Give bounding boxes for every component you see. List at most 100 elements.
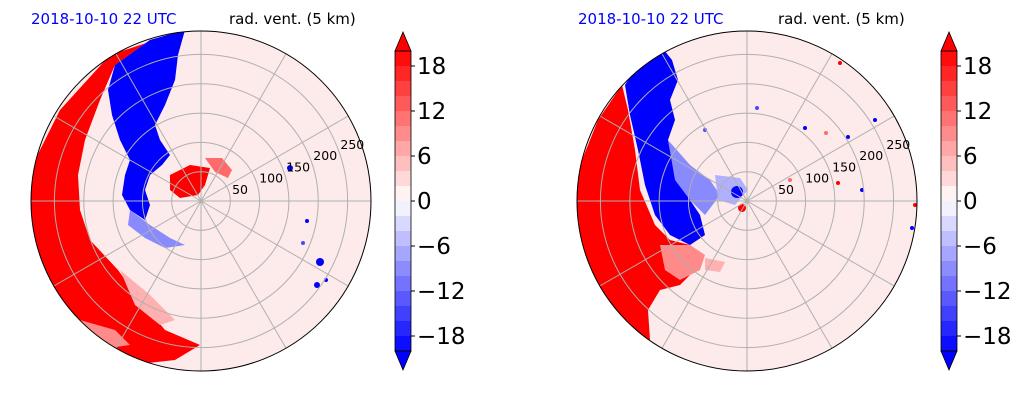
plot-title-variable: rad. vent. (5 km) — [778, 10, 905, 28]
colorbar-tick-label: 18 — [417, 54, 446, 80]
negative-velocity-region — [108, 31, 185, 220]
colorbar-segment — [941, 201, 957, 217]
colorbar-tick-label: 6 — [417, 144, 432, 170]
colorbar-segment — [395, 216, 411, 232]
colorbar-tick-label: 0 — [963, 189, 978, 215]
colorbar-tick-label: 6 — [963, 144, 978, 170]
colorbar-extend-max — [940, 30, 958, 52]
colorbar-segment — [941, 276, 957, 292]
colorbar-tick-label: 12 — [963, 99, 992, 125]
positive-velocity-region — [31, 31, 200, 365]
radial-tick-label: 50 — [232, 182, 248, 197]
radial-tick-label: 200 — [313, 148, 337, 163]
colorbar-segment — [941, 231, 957, 247]
colorbar-segment — [941, 81, 957, 97]
colorbar-tick-label: −12 — [963, 279, 1012, 305]
colorbar-segment — [941, 186, 957, 202]
colorbar-extend-max — [394, 30, 412, 52]
colorbar-segment — [395, 231, 411, 247]
colorbar-segment — [395, 306, 411, 322]
colorbar-segment — [395, 246, 411, 262]
colorbar-tick-label: −18 — [963, 324, 1012, 350]
radial-spoke — [115, 200, 202, 349]
colorbar-segment — [941, 126, 957, 142]
radial-tick-label: 150 — [832, 159, 856, 174]
colorbar-segment — [395, 81, 411, 97]
colorbar-segment — [941, 216, 957, 232]
colorbar-segment — [941, 291, 957, 307]
colorbar-extend-min — [940, 350, 958, 372]
colorbar-segment — [395, 66, 411, 82]
colorbar-tick-label: 12 — [417, 99, 446, 125]
colorbar-segment — [941, 306, 957, 322]
radial-spoke — [115, 53, 202, 202]
colorbar-segment — [395, 111, 411, 127]
plot-title-date: 2018-10-10 22 UTC — [578, 10, 724, 28]
colorbar-segment — [395, 156, 411, 172]
colorbar-tick-label: −12 — [417, 279, 466, 305]
radial-tick-label: 100 — [805, 171, 829, 186]
plot-title-date: 2018-10-10 22 UTC — [31, 10, 177, 28]
colorbar-segment — [941, 246, 957, 262]
colorbar-segment — [395, 126, 411, 142]
colorbar-segment — [941, 261, 957, 277]
radial-spoke — [200, 53, 287, 202]
radial-tick-label: 150 — [286, 159, 310, 174]
radial-spoke — [200, 200, 349, 287]
colorbar-tick-label: −6 — [417, 234, 451, 260]
radial-spoke — [53, 115, 202, 202]
colorbar-segment — [395, 186, 411, 202]
colorbar-segment — [941, 66, 957, 82]
radial-tick-label: 100 — [259, 171, 283, 186]
colorbar-segment — [941, 96, 957, 112]
radial-spoke — [746, 115, 895, 202]
radial-spoke — [661, 200, 748, 349]
colorbar-segment — [395, 261, 411, 277]
colorbar-segment — [941, 156, 957, 172]
colorbar-tick-label: −6 — [963, 234, 997, 260]
colorbar-segment — [941, 171, 957, 187]
colorbar-segment — [395, 96, 411, 112]
colorbar-segment — [395, 141, 411, 157]
colorbar-segment — [395, 321, 411, 337]
colorbar-segment — [395, 51, 411, 67]
radial-tick-label: 250 — [886, 137, 910, 152]
colorbar-tick-label: 18 — [963, 54, 992, 80]
colorbar-segment — [941, 111, 957, 127]
colorbar-segment — [395, 201, 411, 217]
radial-spoke — [746, 53, 833, 202]
colorbar-segment — [395, 276, 411, 292]
polar-plot-left: 2018-10-10 22 UTC rad. vent. (5 km) 50 10… — [30, 10, 372, 372]
colorbar-tick-label: −18 — [417, 324, 466, 350]
polar-grid — [31, 31, 371, 371]
radial-spoke — [746, 200, 833, 349]
colorbar-segment — [941, 321, 957, 337]
colorbar-segment — [395, 171, 411, 187]
radial-spoke — [661, 53, 748, 202]
negative-velocity-region — [625, 45, 705, 245]
radial-spoke — [200, 200, 287, 349]
colorbar-segment — [395, 336, 411, 352]
plot-title-variable: rad. vent. (5 km) — [229, 10, 356, 28]
positive-velocity-region — [577, 85, 700, 345]
radial-spoke — [53, 200, 202, 287]
polar-plot-right: 2018-10-10 22 UTC rad. vent. (5 km) — [576, 10, 918, 372]
colorbar-segment — [941, 51, 957, 67]
colorbar-tick-label: 0 — [417, 189, 432, 215]
colorbar-left: 18 12 6 0 −6 −12 −18 — [394, 30, 466, 372]
colorbar-segment — [941, 336, 957, 352]
colorbar-right: 18 12 6 0 −6 −12 −18 — [940, 30, 1012, 372]
radial-tick-label: 250 — [340, 137, 364, 152]
colorbar-segment — [941, 141, 957, 157]
radial-spoke — [599, 115, 748, 202]
radial-spoke — [746, 200, 895, 287]
radial-spoke — [599, 200, 748, 287]
radial-tick-label: 50 — [778, 182, 794, 197]
radial-spoke — [200, 115, 349, 202]
colorbar-segment — [395, 291, 411, 307]
polar-grid — [577, 31, 917, 371]
colorbar-extend-min — [394, 350, 412, 372]
